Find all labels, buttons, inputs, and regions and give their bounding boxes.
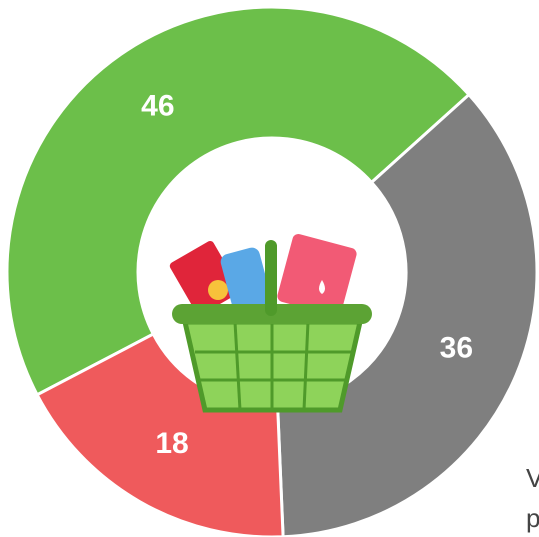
annotation: p <box>526 503 539 533</box>
page: V p 463618 (() => { const data = JSON.pa… <box>0 0 539 537</box>
chart: V p 46 36 18 <box>0 0 539 537</box>
data-label: 18 <box>155 427 188 460</box>
data-label: 36 <box>440 331 473 364</box>
data-label: 46 <box>141 90 174 123</box>
annotation: V <box>526 463 539 493</box>
basket-icon <box>168 233 372 410</box>
